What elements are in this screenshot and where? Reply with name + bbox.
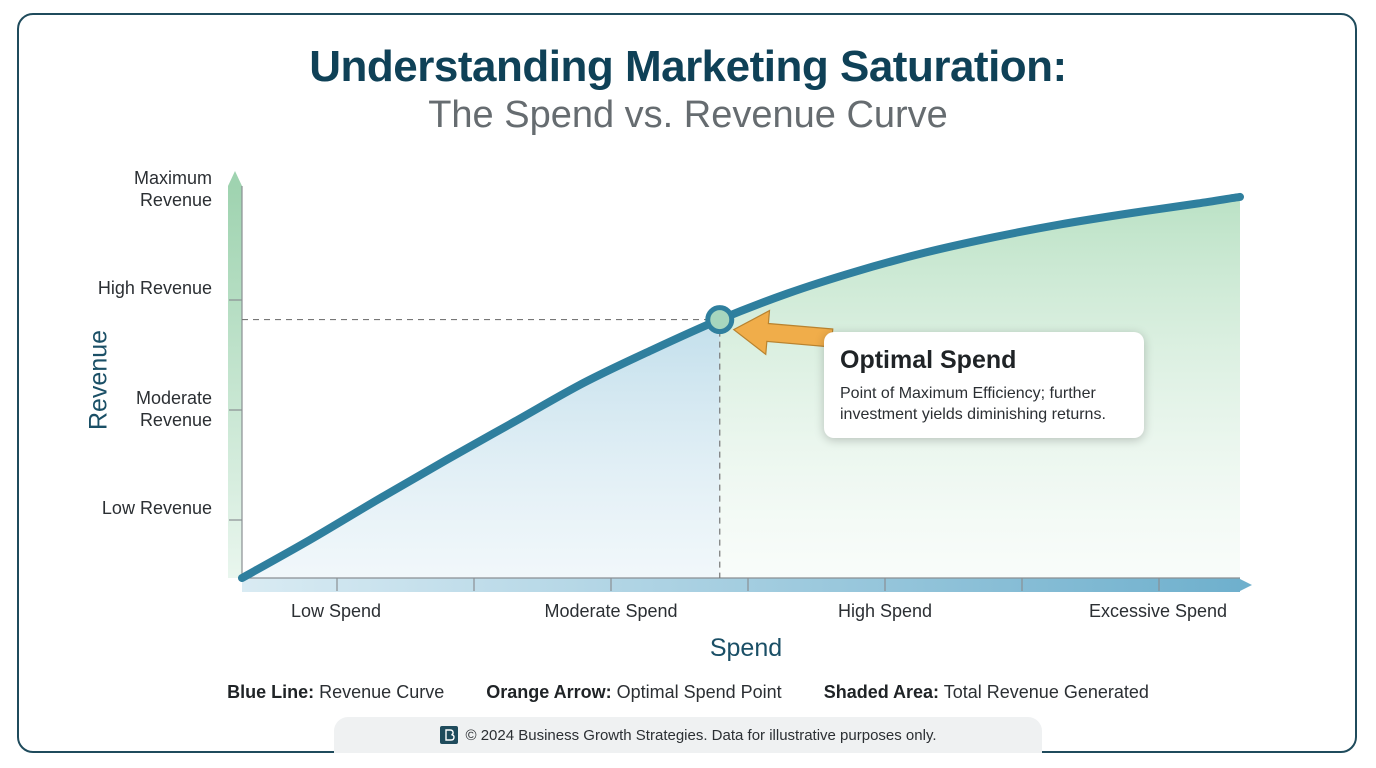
- y-axis-band: [228, 186, 242, 578]
- b-logo-icon: [439, 726, 458, 744]
- chart-subtitle: The Spend vs. Revenue Curve: [428, 94, 948, 136]
- x-tick-label-moderate: Moderate Spend: [544, 601, 678, 621]
- legend-text: Total Revenue Generated: [943, 682, 1149, 702]
- optimal-spend-callout: Optimal Spend Point of Maximum Efficienc…: [824, 332, 1144, 438]
- legend-text: Revenue Curve: [319, 682, 445, 702]
- x-axis-band: [242, 578, 1240, 592]
- x-axis-arrowhead: [1238, 578, 1252, 592]
- legend: Blue Line: Revenue Curve Orange Arrow: O…: [0, 682, 1376, 703]
- callout-title: Optimal Spend: [840, 346, 1017, 374]
- x-tick-label-low: Low Spend: [290, 601, 382, 621]
- callout-text: Point of Maximum Efficiency; further inv…: [840, 385, 1106, 423]
- y-tick-label-maximum: Maximum Revenue: [133, 168, 212, 210]
- legend-key: Blue Line:: [227, 682, 315, 702]
- chart-title: Understanding Marketing Saturation:: [309, 42, 1067, 91]
- footer-text: © 2024 Business Growth Strategies. Data …: [465, 726, 937, 744]
- y-tick-label-high: High Revenue: [97, 278, 212, 298]
- footer: © 2024 Business Growth Strategies. Data …: [334, 717, 1042, 753]
- x-axis-title: Spend: [709, 634, 783, 662]
- legend-item-line: Blue Line: Revenue Curve: [227, 682, 444, 703]
- legend-item-area: Shaded Area: Total Revenue Generated: [824, 682, 1149, 703]
- legend-text: Optimal Spend Point: [616, 682, 782, 702]
- orange-arrow-shape: [732, 309, 834, 356]
- y-tick-label-moderate: Moderate Revenue: [135, 388, 212, 430]
- legend-key: Orange Arrow:: [486, 682, 612, 702]
- y-axis-arrowhead: [228, 171, 242, 186]
- revenue-curve-line: [238, 192, 1244, 582]
- legend-key: Shaded Area:: [823, 682, 940, 702]
- y-axis-title: Revenue: [84, 329, 113, 431]
- optimal-spend-point: [705, 305, 735, 335]
- x-tick-label-high: High Spend: [837, 601, 933, 621]
- y-tick-label-low: Low Revenue: [101, 498, 212, 518]
- optimal-spend-arrow: [732, 309, 834, 356]
- legend-item-arrow: Orange Arrow: Optimal Spend Point: [486, 682, 781, 703]
- x-tick-label-excessive: Excessive Spend: [1088, 601, 1228, 621]
